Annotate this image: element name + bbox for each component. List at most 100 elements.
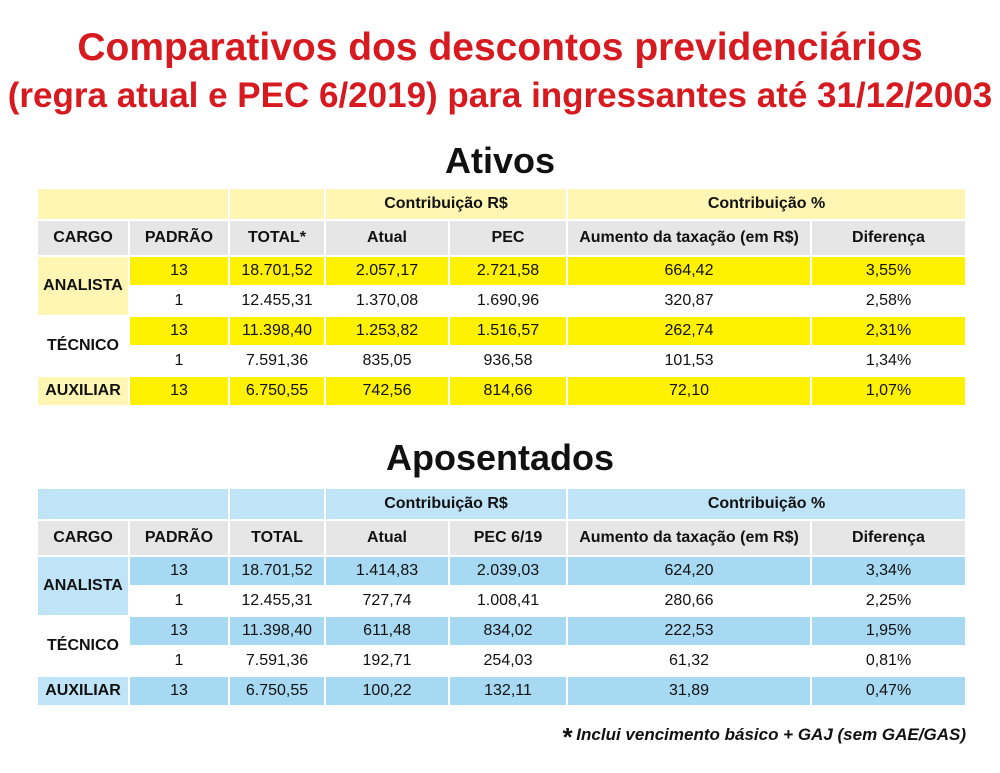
value-cell: 2,25%: [810, 585, 967, 617]
column-header: CARGO: [36, 219, 130, 257]
value-cell: 13: [128, 615, 230, 647]
value-cell: 2.057,17: [324, 255, 450, 287]
table-row: 1 12.455,31 727,74 1.008,41 280,66 2,25%: [37, 585, 967, 617]
table-row: TÉCNICO 13 11.398,40 1.253,82 1.516,57 262,74…: [36, 315, 967, 377]
column-header: PEC: [448, 219, 568, 257]
value-cell: 101,53: [566, 345, 812, 377]
value-cell: 13: [128, 375, 230, 407]
column-header: Diferença: [810, 519, 967, 557]
cargo-cell: AUXILIAR: [36, 375, 130, 407]
value-cell: 13: [128, 675, 230, 707]
cargo-cell: ANALISTA: [36, 555, 130, 617]
column-header: Atual: [324, 219, 450, 257]
group-header-contribuicao-pct: Contribuição %: [566, 487, 967, 521]
value-cell: 2,58%: [810, 285, 967, 317]
value-cell: 6.750,55: [228, 375, 326, 407]
value-cell: 61,32: [566, 645, 812, 677]
column-header: PADRÃO: [128, 219, 230, 257]
value-cell: 742,56: [324, 375, 450, 407]
value-cell: 13: [128, 255, 230, 287]
value-cell: 100,22: [324, 675, 450, 707]
value-cell: 320,87: [566, 285, 812, 317]
group-header-contribuicao-pct: Contribuição %: [566, 187, 967, 221]
value-cell: 6.750,55: [228, 675, 326, 707]
value-cell: 72,10: [566, 375, 812, 407]
header-blank: [228, 487, 326, 521]
column-header: TOTAL: [228, 519, 326, 557]
value-cell: 936,58: [448, 345, 568, 377]
table-row: AUXILIAR 13 6.750,55 100,22 132,11 31,89 0,47%: [36, 675, 967, 707]
cargo-cell: ANALISTA: [36, 255, 130, 317]
column-header: PADRÃO: [128, 519, 230, 557]
group-header-row: Contribuição R$ Contribuição %: [36, 187, 967, 221]
ativos-table: Contribuição R$ Contribuição % CARGO PADRÃO…: [36, 187, 967, 407]
value-cell: 624,20: [566, 555, 812, 587]
value-cell: 1: [128, 345, 230, 377]
value-cell: 2,31%: [810, 315, 967, 347]
value-cell: 835,05: [324, 345, 450, 377]
value-cell: 1.516,57: [448, 315, 568, 347]
group-header-row: Contribuição R$ Contribuição %: [36, 487, 967, 521]
value-cell: 262,74: [566, 315, 812, 347]
value-cell: 1,07%: [810, 375, 967, 407]
column-header: Aumento da taxação (em R$): [566, 519, 812, 557]
footnote-asterisk: *: [561, 722, 572, 752]
value-cell: 834,02: [448, 615, 568, 647]
value-cell: 280,66: [566, 585, 812, 617]
value-cell: 1,95%: [810, 615, 967, 647]
column-header-row: CARGO PADRÃO TOTAL Atual PEC 6/19 Aumento da …: [36, 519, 967, 557]
table-row: 1 7.591,36 835,05 936,58 101,53 1,34%: [37, 345, 967, 377]
value-cell: 1.008,41: [448, 585, 568, 617]
value-cell: 0,47%: [810, 675, 967, 707]
group-header-contribuicao-rs: Contribuição R$: [324, 487, 568, 521]
value-cell: 2.039,03: [448, 555, 568, 587]
value-cell: 13: [128, 315, 230, 347]
header-blank: [36, 487, 230, 521]
value-cell: 12.455,31: [228, 585, 326, 617]
column-header-row: CARGO PADRÃO TOTAL* Atual PEC Aumento da taxa…: [36, 219, 967, 257]
value-cell: 18.701,52: [228, 555, 326, 587]
value-cell: 222,53: [566, 615, 812, 647]
value-cell: 12.455,31: [228, 285, 326, 317]
value-cell: 1: [128, 645, 230, 677]
value-cell: 1.370,08: [324, 285, 450, 317]
cargo-cell: AUXILIAR: [36, 675, 130, 707]
column-header: Atual: [324, 519, 450, 557]
table-row: AUXILIAR 13 6.750,55 742,56 814,66 72,10 1,07%: [36, 375, 967, 407]
value-cell: 192,71: [324, 645, 450, 677]
value-cell: 727,74: [324, 585, 450, 617]
group-header-contribuicao-rs: Contribuição R$: [324, 187, 568, 221]
column-header: Diferença: [810, 219, 967, 257]
value-cell: 132,11: [448, 675, 568, 707]
column-header: PEC 6/19: [448, 519, 568, 557]
value-cell: 3,34%: [810, 555, 967, 587]
table-row: 1 12.455,31 1.370,08 1.690,96 320,87 2,58%: [37, 285, 967, 317]
title-line-1: Comparativos dos descontos previdenciári…: [77, 26, 923, 69]
value-cell: 2.721,58: [448, 255, 568, 287]
cargo-cell: TÉCNICO: [36, 615, 130, 677]
header-blank: [36, 187, 230, 221]
table-row: ANALISTA 13 18.701,52 1.414,83 2.039,03 624,2…: [36, 555, 967, 617]
value-cell: 1.690,96: [448, 285, 568, 317]
value-cell: 3,55%: [810, 255, 967, 287]
column-header: CARGO: [36, 519, 130, 557]
section-title-aposentados: Aposentados: [385, 437, 615, 478]
table-row: TÉCNICO 13 11.398,40 611,48 834,02 222,53 1,95…: [36, 615, 967, 677]
value-cell: 11.398,40: [228, 615, 326, 647]
value-cell: 1.253,82: [324, 315, 450, 347]
column-header: Aumento da taxação (em R$): [566, 219, 812, 257]
value-cell: 31,89: [566, 675, 812, 707]
header-blank: [228, 187, 326, 221]
value-cell: 11.398,40: [228, 315, 326, 347]
value-cell: 1: [128, 285, 230, 317]
column-header: TOTAL*: [228, 219, 326, 257]
value-cell: 18.701,52: [228, 255, 326, 287]
value-cell: 7.591,36: [228, 645, 326, 677]
value-cell: 13: [128, 555, 230, 587]
value-cell: 611,48: [324, 615, 450, 647]
value-cell: 1,34%: [810, 345, 967, 377]
table-row: 1 7.591,36 192,71 254,03 61,32 0,81%: [37, 645, 967, 677]
value-cell: 1: [128, 585, 230, 617]
table-row: ANALISTA 13 18.701,52 2.057,17 2.721,58 664,4…: [36, 255, 967, 317]
section-title-ativos: Ativos: [444, 140, 556, 181]
